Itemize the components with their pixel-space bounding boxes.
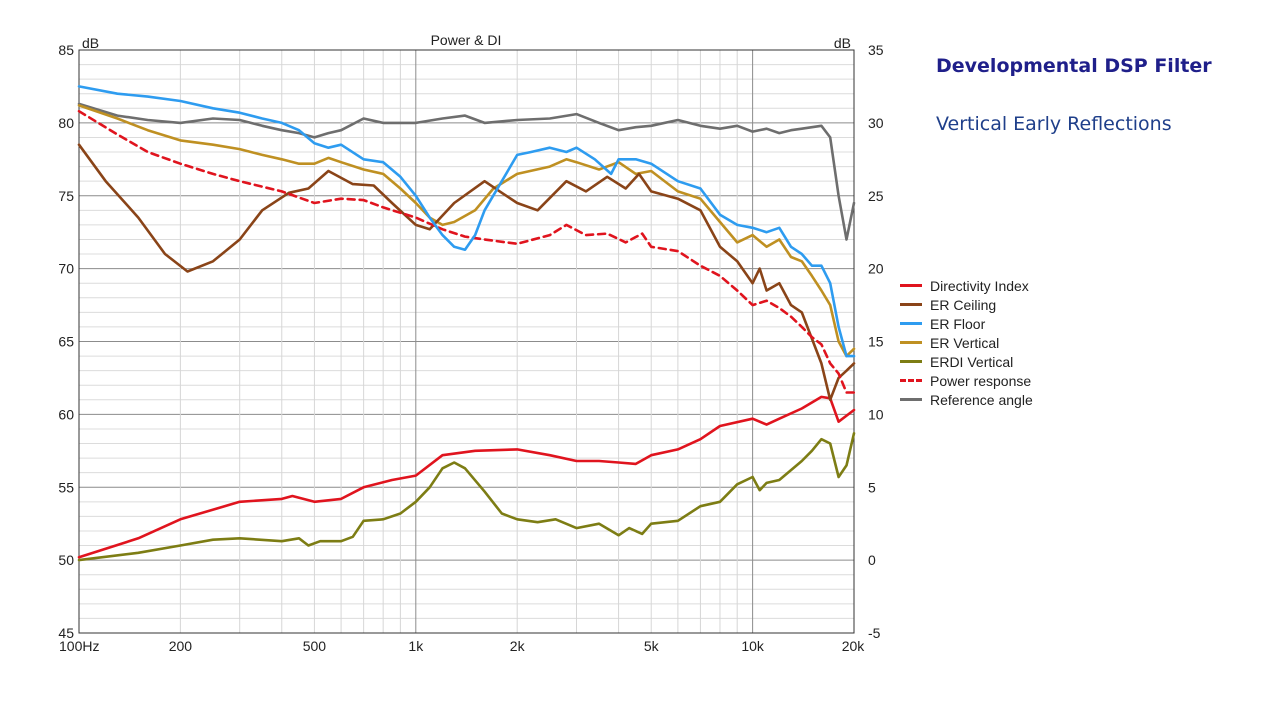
chart-legend: Directivity Index ER Ceiling ER Floor ER Ve…: [900, 276, 1033, 409]
legend-swatch: [900, 322, 922, 325]
legend-item: Reference angle: [900, 390, 1033, 409]
series-erdi-vertical: [77, 432, 856, 562]
legend-item: ER Floor: [900, 314, 1033, 333]
chart-grid: [79, 49, 854, 634]
y-tick-label-left: 60: [58, 406, 74, 422]
legend-swatch: [900, 303, 922, 306]
y-tick-label-left: 70: [58, 261, 74, 277]
y-tick-label-right: 30: [868, 115, 884, 131]
series-lines: [77, 85, 856, 562]
legend-label: ERDI Vertical: [930, 353, 1014, 370]
y-tick-label-right: 5: [868, 479, 876, 495]
x-tick-label: 1k: [408, 638, 424, 654]
legend-label: ER Ceiling: [930, 296, 997, 313]
plot-frame: [78, 49, 855, 634]
series-er-floor: [77, 85, 856, 358]
y-tick-label-right: 10: [868, 406, 884, 422]
x-tick-label: 20k: [842, 638, 866, 654]
y-tick-label-left: 45: [58, 625, 74, 641]
x-tick-label: 10k: [741, 638, 765, 654]
legend-swatch: [900, 360, 922, 363]
chart-title: Power & DI: [431, 32, 502, 48]
legend-item: ERDI Vertical: [900, 352, 1033, 371]
axis-tick-labels: 100Hz 200 500 1k 2k 5k 10k 20k85807570656055504…: [58, 42, 883, 654]
x-tick-label: 500: [303, 638, 327, 654]
series-reference-angle: [77, 102, 856, 241]
legend-label: Reference angle: [930, 391, 1033, 408]
y-tick-label-left: 85: [58, 42, 74, 58]
y-tick-label-right: 25: [868, 188, 884, 204]
y-tick-label-left: 75: [58, 188, 74, 204]
x-tick-label: 5k: [644, 638, 660, 654]
legend-swatch: [900, 284, 922, 287]
series-er-vertical: [77, 104, 856, 358]
y-axis-label-right: dB: [834, 35, 851, 51]
series-directivity-index: [77, 395, 856, 559]
series-power-response: [77, 109, 856, 394]
legend-item: ER Vertical: [900, 333, 1033, 352]
x-tick-label: 200: [169, 638, 193, 654]
legend-item: ER Ceiling: [900, 295, 1033, 314]
filter-title: Developmental DSP Filter: [936, 55, 1212, 77]
legend-swatch: [900, 398, 922, 401]
legend-label: ER Floor: [930, 315, 986, 332]
y-tick-label-left: 50: [58, 552, 74, 568]
legend-item: Power response: [900, 371, 1033, 390]
legend-label: Directivity Index: [930, 277, 1029, 294]
legend-label: Power response: [930, 372, 1032, 389]
y-tick-label-right: -5: [868, 625, 881, 641]
y-tick-label-left: 80: [58, 115, 74, 131]
y-tick-label-left: 65: [58, 334, 74, 350]
y-tick-label-right: 35: [868, 42, 884, 58]
legend-label: ER Vertical: [930, 334, 1000, 351]
y-tick-label-left: 55: [58, 479, 74, 495]
y-tick-label-right: 20: [868, 261, 884, 277]
legend-swatch: [900, 379, 922, 382]
y-tick-label-right: 15: [868, 334, 884, 350]
y-tick-label-right: 0: [868, 552, 876, 568]
legend-swatch: [900, 341, 922, 344]
x-tick-label: 100Hz: [59, 638, 99, 654]
x-tick-label: 2k: [510, 638, 526, 654]
y-axis-label-left: dB: [82, 35, 99, 51]
measurement-subtitle: Vertical Early Reflections: [936, 113, 1172, 135]
series-er-ceiling: [77, 143, 856, 402]
legend-item: Directivity Index: [900, 276, 1033, 295]
